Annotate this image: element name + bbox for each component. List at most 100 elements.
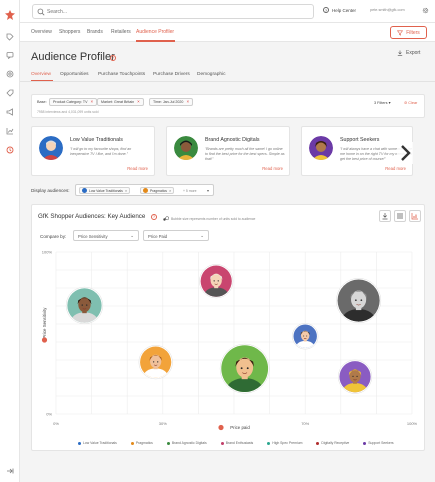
display-audiences-select[interactable]: Low Value Traditionals × Pragmatics × + …: [75, 184, 214, 196]
filter-bar: Base: Product Category: TV × Market: Grea…: [31, 94, 425, 118]
bubble-chart: 0% 30% 70% 100% 0% 100% Price paid Price Sensit…: [41, 250, 418, 431]
legend-label: High Spec Premium: [272, 441, 303, 445]
axis-marker-icon: [41, 337, 48, 343]
search-input[interactable]: [47, 6, 307, 17]
legend-swatch: [316, 441, 320, 445]
search-icon: [37, 8, 45, 16]
bubble-low-value-traditionals[interactable]: [65, 286, 104, 331]
bubble-high-spec-premium[interactable]: [336, 278, 382, 332]
sample-count: 7958 interviews and 4,031,099 units sold: [37, 110, 99, 114]
chip-label: Market: Great Britain: [101, 100, 135, 104]
table-view-button[interactable]: [394, 210, 406, 222]
top-bar: ? Help Center pete.smith@gfk.com: [20, 0, 435, 23]
label-icon[interactable]: [6, 89, 14, 97]
legend-swatch: [166, 441, 170, 445]
bubble-brand-agnostic-digitals[interactable]: [219, 343, 270, 404]
bubble-size-icon: [163, 216, 169, 221]
read-more-link[interactable]: Read more: [127, 166, 148, 171]
subtab-purchase-touchpoints[interactable]: Purchase Touchpoints: [98, 72, 146, 77]
remove-icon[interactable]: ×: [168, 188, 172, 193]
persona-card-support-seekers[interactable]: Support Seekers "I will always have a ch…: [301, 126, 413, 176]
read-more-link[interactable]: Read more: [262, 166, 283, 171]
y-tick-label: 0%: [46, 412, 52, 417]
sub-tabs: Overview Opportunities Purchase Touchpoi…: [20, 70, 435, 82]
help-center-label: Help Center: [332, 7, 357, 13]
megaphone-icon[interactable]: [6, 108, 14, 116]
persona-card-brand-agnostic-digitals[interactable]: Brand Agnostic Digitals "Brands are pret…: [166, 126, 290, 176]
x-axis-selector[interactable]: Price Paid ⌄: [143, 230, 209, 241]
expand-sidebar-icon[interactable]: [6, 467, 14, 475]
persona-quote: "I will always have a chat with someone …: [340, 147, 413, 161]
tab-overview[interactable]: Overview: [31, 29, 52, 35]
tag-icon[interactable]: [6, 33, 14, 41]
filter-chip-time[interactable]: Time: Jan-Jul 2020 ×: [149, 98, 194, 106]
subtab-opportunities[interactable]: Opportunities: [60, 72, 89, 77]
read-more-link[interactable]: Read more: [385, 166, 406, 171]
user-email[interactable]: pete.smith@gfk.com: [370, 8, 405, 12]
chart-view-button[interactable]: [409, 210, 421, 222]
filter-count[interactable]: 3 Filters ▾: [374, 101, 391, 105]
x-axis-label: Price paid: [230, 425, 250, 430]
subtab-demographic[interactable]: Demographic: [197, 72, 226, 77]
more-audiences-count[interactable]: + 5 more: [183, 188, 197, 193]
download-chart-button[interactable]: [379, 210, 391, 222]
info-icon[interactable]: ?: [110, 55, 116, 61]
info-icon[interactable]: ?: [151, 214, 157, 220]
clear-filters-button[interactable]: ⊘ Clear: [404, 101, 418, 105]
legend-label: Brand Agnostic Digitals: [171, 441, 207, 445]
bubble-pragmatics[interactable]: [138, 345, 173, 385]
chevron-right-icon[interactable]: [397, 142, 413, 164]
audience-avatar-icon: [143, 188, 148, 193]
audience-chip-pragmatics[interactable]: Pragmatics ×: [140, 187, 175, 194]
tab-audience-profiler[interactable]: Audience Profiler: [136, 29, 175, 35]
display-audiences-label: Display audiences:: [31, 188, 70, 193]
brand-logo-icon[interactable]: [5, 10, 15, 21]
legend-swatch: [267, 441, 271, 445]
chart-legend: Low Value Traditionals Pragmatics Brand Ag…: [78, 441, 398, 445]
tab-shoppers[interactable]: Shoppers: [59, 29, 81, 35]
remove-icon[interactable]: ×: [124, 188, 128, 193]
chevron-down-icon[interactable]: ▾: [207, 188, 210, 193]
remove-icon[interactable]: ×: [90, 99, 94, 104]
persona-card-low-value-traditionals[interactable]: Low Value Traditionals "I will go to my …: [31, 126, 155, 176]
remove-icon[interactable]: ×: [137, 99, 140, 104]
help-center-link[interactable]: ? Help Center: [323, 7, 356, 13]
persona-quote: "Brands are pretty much all the same! I …: [205, 147, 285, 161]
x-tick-label: 0%: [53, 421, 59, 426]
legend-item[interactable]: Low Value Traditionals: [78, 441, 117, 445]
filters-button[interactable]: Filters: [390, 26, 427, 39]
y-axis-selector[interactable]: Price Sensitivity ⌄: [73, 230, 139, 241]
bubble-digitally-receptive[interactable]: [292, 323, 319, 353]
download-icon: [382, 213, 388, 220]
target-icon[interactable]: [6, 70, 14, 78]
audience-profiler-icon[interactable]: [6, 146, 14, 154]
x-tick-label: 30%: [159, 421, 167, 426]
legend-item[interactable]: Support Seekers: [363, 441, 394, 445]
legend-item[interactable]: Brand Agnostic Digitals: [166, 441, 207, 445]
export-button[interactable]: Export: [397, 50, 420, 56]
chip-label: Time: Jan-Jul 2020: [153, 100, 184, 104]
x-tick-label: 100%: [407, 421, 418, 426]
subtab-purchase-drivers[interactable]: Purchase Drivers: [153, 72, 190, 77]
export-label: Export: [406, 50, 421, 56]
persona-quote: "I will go to my favourite shops, find a…: [70, 147, 132, 156]
legend-item[interactable]: High Spec Premium: [267, 441, 302, 445]
search-box[interactable]: [32, 4, 314, 19]
legend-item[interactable]: Brand Enthusiasts: [220, 441, 253, 445]
filter-chip-category[interactable]: Product Category: TV ×: [49, 98, 98, 106]
chat-icon[interactable]: [6, 51, 14, 59]
chart-panel: GfK Shopper Audiences: Key Audience ? Bu…: [31, 204, 425, 451]
subtab-overview[interactable]: Overview: [31, 72, 51, 77]
bubble-support-seekers[interactable]: [337, 359, 373, 400]
legend-item[interactable]: Digitally Receptive: [316, 441, 349, 445]
legend-label: Pragmatics: [135, 441, 153, 445]
filter-chip-market[interactable]: Market: Great Britain ×: [97, 98, 144, 106]
tab-retailers[interactable]: Retailers: [111, 29, 131, 35]
remove-icon[interactable]: ×: [186, 99, 190, 104]
bubble-brand-enthusiasts[interactable]: [199, 264, 234, 304]
tab-brands[interactable]: Brands: [87, 29, 103, 35]
gear-icon[interactable]: [422, 7, 429, 14]
line-chart-icon[interactable]: [6, 127, 14, 135]
legend-item[interactable]: Pragmatics: [130, 441, 153, 445]
audience-chip-low-value-traditionals[interactable]: Low Value Traditionals ×: [79, 187, 131, 194]
